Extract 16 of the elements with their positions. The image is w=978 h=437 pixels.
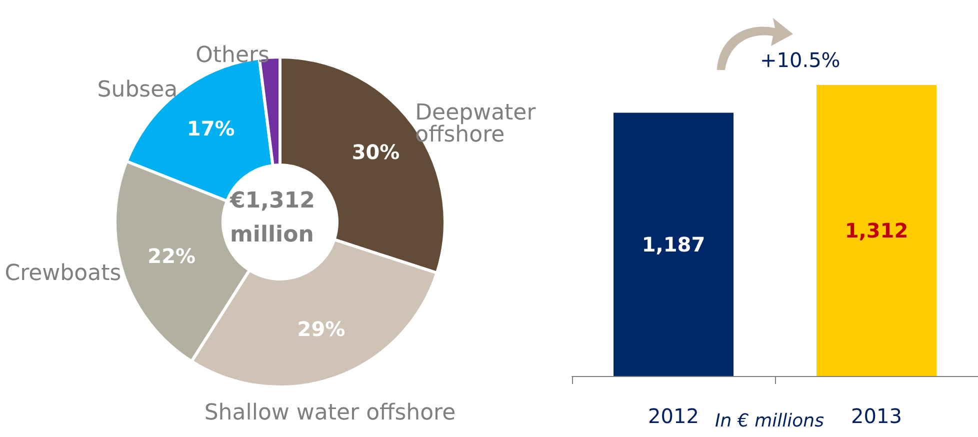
x-tick-label: 2013 (851, 404, 902, 428)
data-label: 17% (186, 116, 235, 140)
slice-label: Deepwater offshore (415, 100, 543, 148)
slice-label: Subsea (97, 78, 178, 103)
data-label: 29% (297, 317, 346, 342)
slice-label: Shallow water offshore (204, 400, 456, 426)
x-tick-label: 2012 (648, 404, 699, 428)
data-label: 1,187 (642, 232, 706, 256)
data-label: 30% (352, 140, 400, 164)
slice-label: Others (196, 42, 270, 68)
text: In € millions (715, 410, 824, 432)
data-label: 1,312 (844, 218, 908, 243)
text: €1,312 million (229, 188, 323, 248)
data-label: 22% (148, 244, 196, 268)
text: +10.5% (760, 48, 840, 72)
slice-label: Crewboats (4, 261, 122, 286)
